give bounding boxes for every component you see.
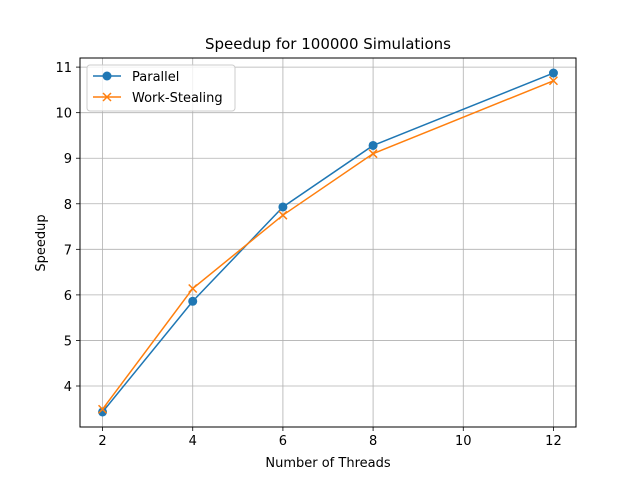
- data-point-work-stealing: [278, 210, 288, 220]
- data-point-parallel: [278, 202, 288, 212]
- x-tick-label: 12: [545, 434, 562, 449]
- legend-box: [86, 64, 236, 112]
- x-tick-label: 2: [98, 434, 106, 449]
- data-point-parallel: [188, 296, 198, 306]
- y-tick-label: 7: [64, 243, 72, 258]
- y-tick-label: 10: [55, 107, 72, 122]
- y-axis-label: Speedup: [34, 214, 49, 271]
- data-point-work-stealing: [548, 76, 558, 86]
- legend-label-parallel: Parallel: [132, 70, 179, 85]
- data-point-work-stealing: [188, 283, 198, 294]
- x-tick-label: 6: [279, 434, 287, 449]
- data-point-parallel: [548, 68, 558, 78]
- x-tick-label: 4: [189, 434, 197, 449]
- data-point-parallel: [98, 407, 108, 417]
- data-point-parallel: [368, 140, 378, 150]
- y-tick-label: 4: [64, 380, 72, 395]
- y-tick-label: 8: [64, 198, 72, 213]
- legend-label-work-stealing: Work-Stealing: [132, 91, 223, 106]
- y-tick-label: 5: [64, 334, 72, 349]
- x-tick-label: 8: [369, 434, 377, 449]
- series-layer: [98, 68, 558, 417]
- x-tick-label: 10: [455, 434, 472, 449]
- data-point-work-stealing: [368, 149, 378, 159]
- legend-marker-parallel: [102, 71, 112, 81]
- y-tick-label: 11: [55, 61, 72, 76]
- x-axis-label: Number of Threads: [265, 456, 390, 471]
- plot-frame: [79, 57, 577, 428]
- y-tick-label: 6: [64, 289, 72, 304]
- chart-title: Speedup for 100000 Simulations: [205, 35, 451, 53]
- data-point-work-stealing: [98, 404, 108, 414]
- legend-marker-work-stealing: [102, 92, 112, 102]
- ticks: 2 4 6 8 10 12 4 5 6 7 8 9 10 11: [55, 61, 561, 449]
- legend: Parallel Work-Stealing: [86, 64, 236, 112]
- grid: [80, 58, 576, 427]
- y-tick-label: 9: [64, 152, 72, 167]
